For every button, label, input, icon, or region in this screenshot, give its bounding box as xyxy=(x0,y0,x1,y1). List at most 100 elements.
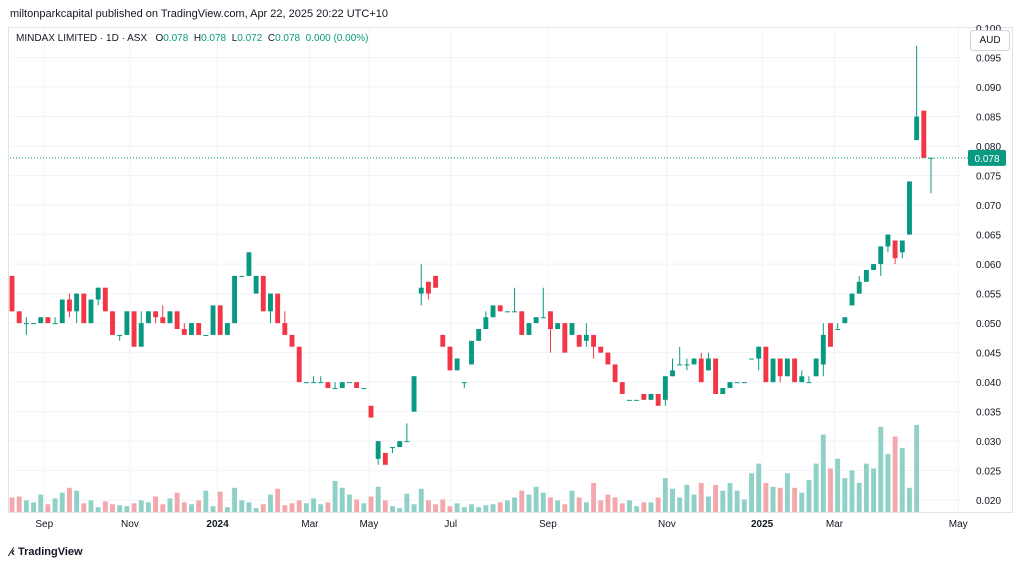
candle-body xyxy=(332,388,338,390)
candle xyxy=(268,293,273,324)
candle xyxy=(440,334,446,347)
candle-body xyxy=(16,311,22,324)
volume-bar xyxy=(907,487,912,512)
candle xyxy=(526,323,532,335)
candle xyxy=(641,393,647,400)
volume-bar xyxy=(74,490,80,512)
price-tick-label: 0.080 xyxy=(976,142,1001,153)
volume-bar xyxy=(784,473,790,512)
candle-body xyxy=(533,317,539,324)
volume-bar xyxy=(806,480,812,512)
volume-bar xyxy=(691,494,697,512)
candle xyxy=(354,382,360,389)
volume-bar xyxy=(892,436,898,512)
price-tick-label: 0.065 xyxy=(976,231,1001,242)
volume-bar xyxy=(634,506,640,512)
volume-bar xyxy=(145,502,151,512)
candle-body xyxy=(835,329,841,331)
volume-bar xyxy=(160,504,166,512)
volume-bar xyxy=(311,498,316,512)
volume-bar xyxy=(476,507,482,512)
candle xyxy=(246,252,252,276)
candle-body xyxy=(289,334,295,347)
volume-bar xyxy=(203,490,209,512)
candle-body xyxy=(662,376,668,400)
volume-bar xyxy=(31,502,36,512)
candle xyxy=(461,382,467,389)
candle xyxy=(662,376,668,406)
candle xyxy=(684,358,690,371)
candle-body xyxy=(555,323,561,330)
candles xyxy=(9,45,934,465)
volume-bar xyxy=(124,506,130,512)
candle xyxy=(698,352,704,383)
candle-body xyxy=(88,299,94,324)
volume-bar xyxy=(914,424,920,512)
candle xyxy=(210,305,216,335)
candle-body xyxy=(799,376,805,383)
price-tick-label: 0.020 xyxy=(976,496,1001,507)
candle-body xyxy=(828,323,833,347)
candle-body xyxy=(734,382,740,384)
candle xyxy=(9,275,15,312)
volume-bar xyxy=(820,434,826,512)
volume-bar xyxy=(217,491,223,512)
tradingview-logo[interactable]: ⁄‹ TradingView xyxy=(10,545,83,559)
candle xyxy=(382,452,388,465)
candle-body xyxy=(548,311,553,330)
candle-body xyxy=(863,270,869,282)
candle xyxy=(576,334,582,347)
volume-bar xyxy=(627,500,632,512)
volume-bar xyxy=(526,494,532,512)
candle-body xyxy=(512,311,518,313)
candle xyxy=(45,317,51,324)
volume-bar xyxy=(418,488,424,512)
candle-body xyxy=(167,311,173,324)
currency-button[interactable]: AUD xyxy=(970,30,1010,51)
candle-body xyxy=(777,358,783,377)
symbol-legend: MINDAX LIMITED · 1D · ASX O0.078 H0.078 … xyxy=(16,33,369,44)
candle xyxy=(899,240,905,259)
candle xyxy=(784,358,790,377)
candle-body xyxy=(756,346,762,359)
volume-bar xyxy=(59,492,65,512)
volume-bar xyxy=(260,504,266,512)
candle xyxy=(591,334,596,359)
volume-bar xyxy=(9,497,15,512)
volume-bar xyxy=(117,505,123,512)
volume-bar xyxy=(23,500,29,512)
candle-body xyxy=(181,329,187,335)
time-axis: Sep Nov 2024 Mar May Jul Sep Nov 2025 Mar May xyxy=(35,519,967,530)
candle-body xyxy=(483,317,489,330)
candle-body xyxy=(856,281,862,294)
candle xyxy=(397,441,403,448)
candle xyxy=(138,311,144,347)
candle-body xyxy=(138,323,144,347)
volume-bar xyxy=(863,463,869,512)
candle xyxy=(727,382,733,389)
candle xyxy=(95,287,101,306)
candle xyxy=(820,323,826,377)
candle xyxy=(433,275,439,288)
last-price-line: 0.078 xyxy=(10,149,1006,166)
candle-body xyxy=(684,364,690,366)
candle-body xyxy=(907,181,912,235)
close-label: C xyxy=(267,33,276,44)
candle xyxy=(189,323,194,335)
candle xyxy=(634,399,640,401)
candle xyxy=(224,323,230,335)
volume-bar xyxy=(734,490,740,512)
candle-body xyxy=(784,358,790,377)
candle-body xyxy=(375,441,381,459)
low-value: 0.072 xyxy=(237,33,263,44)
volume-bar xyxy=(598,500,604,512)
candle-body xyxy=(497,305,503,312)
candle xyxy=(512,287,518,313)
volume-bar xyxy=(849,470,855,512)
candle xyxy=(217,305,223,335)
candle xyxy=(74,293,80,324)
volume-bar xyxy=(662,478,668,512)
candle xyxy=(504,311,510,313)
candle xyxy=(145,311,151,324)
